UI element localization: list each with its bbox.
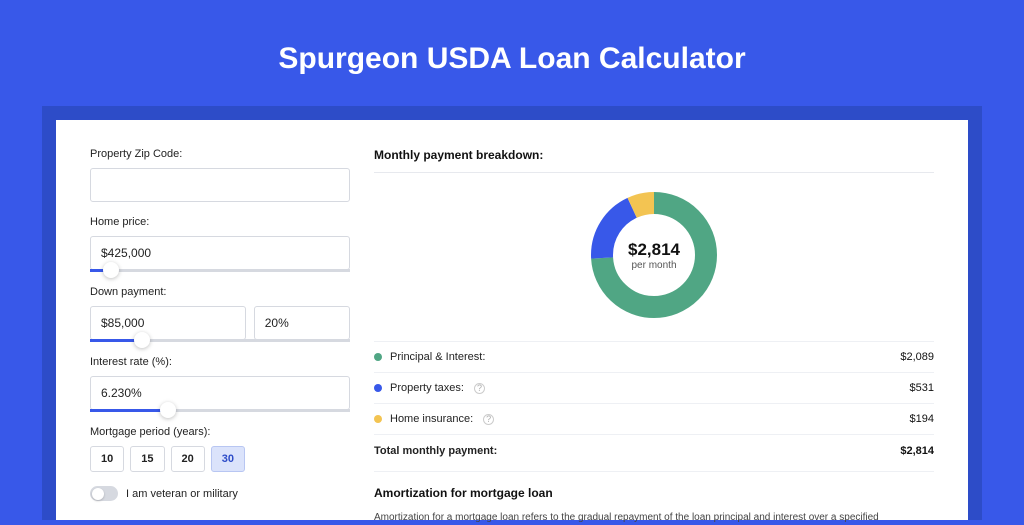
legend-row: Home insurance:? $194 [374, 403, 934, 434]
legend-list: Principal & Interest: $2,089 Property taxe… [374, 341, 934, 434]
form-column: Property Zip Code: Home price: Down paym… [90, 148, 350, 492]
field-zip: Property Zip Code: [90, 148, 350, 202]
field-home-price: Home price: [90, 216, 350, 272]
legend-label: Home insurance: [390, 413, 473, 425]
page-title: Spurgeon USDA Loan Calculator [0, 0, 1024, 106]
home-price-slider[interactable] [90, 269, 350, 272]
donut-amount: $2,814 [628, 240, 680, 260]
donut-chart-wrap: $2,814 per month [374, 187, 934, 323]
field-interest-rate: Interest rate (%): [90, 356, 350, 412]
total-label: Total monthly payment: [374, 445, 497, 457]
down-payment-slider[interactable] [90, 339, 350, 342]
info-icon[interactable]: ? [474, 383, 485, 394]
mortgage-period-option[interactable]: 10 [90, 446, 124, 472]
mortgage-period-option[interactable]: 20 [171, 446, 205, 472]
down-payment-label: Down payment: [90, 286, 350, 298]
legend-value: $194 [910, 413, 934, 425]
card-outer: Property Zip Code: Home price: Down paym… [42, 106, 982, 520]
legend-row: Principal & Interest: $2,089 [374, 341, 934, 372]
donut-center: $2,814 per month [586, 187, 722, 323]
donut-sub: per month [631, 260, 676, 271]
field-down-payment: Down payment: [90, 286, 350, 342]
legend-value: $2,089 [900, 351, 934, 363]
breakdown-heading: Monthly payment breakdown: [374, 148, 934, 173]
interest-rate-label: Interest rate (%): [90, 356, 350, 368]
legend-value: $531 [910, 382, 934, 394]
mortgage-period-option[interactable]: 15 [130, 446, 164, 472]
amortization-body: Amortization for a mortgage loan refers … [374, 510, 934, 525]
info-icon[interactable]: ? [483, 414, 494, 425]
amortization-heading: Amortization for mortgage loan [374, 471, 934, 500]
legend-dot [374, 353, 382, 361]
total-row: Total monthly payment: $2,814 [374, 434, 934, 467]
mortgage-period-options: 1015 2030 [90, 446, 350, 472]
interest-rate-input[interactable] [90, 376, 350, 410]
home-price-label: Home price: [90, 216, 350, 228]
calculator-card: Property Zip Code: Home price: Down paym… [56, 120, 968, 520]
legend-label: Property taxes: [390, 382, 464, 394]
zip-label: Property Zip Code: [90, 148, 350, 160]
down-payment-percent-input[interactable] [254, 306, 350, 340]
home-price-input[interactable] [90, 236, 350, 270]
total-value: $2,814 [900, 445, 934, 457]
down-payment-amount-input[interactable] [90, 306, 246, 340]
breakdown-column: Monthly payment breakdown: $2,814 per mo… [350, 148, 934, 492]
legend-dot [374, 384, 382, 392]
veteran-toggle[interactable] [90, 486, 118, 501]
mortgage-period-option[interactable]: 30 [211, 446, 245, 472]
field-mortgage-period: Mortgage period (years): 1015 2030 [90, 426, 350, 472]
legend-label: Principal & Interest: [390, 351, 485, 363]
zip-input[interactable] [90, 168, 350, 202]
legend-dot [374, 415, 382, 423]
veteran-toggle-row: I am veteran or military [90, 486, 350, 501]
mortgage-period-label: Mortgage period (years): [90, 426, 350, 438]
donut-chart: $2,814 per month [586, 187, 722, 323]
interest-rate-slider[interactable] [90, 409, 350, 412]
legend-row: Property taxes:? $531 [374, 372, 934, 403]
veteran-toggle-label: I am veteran or military [126, 488, 238, 500]
